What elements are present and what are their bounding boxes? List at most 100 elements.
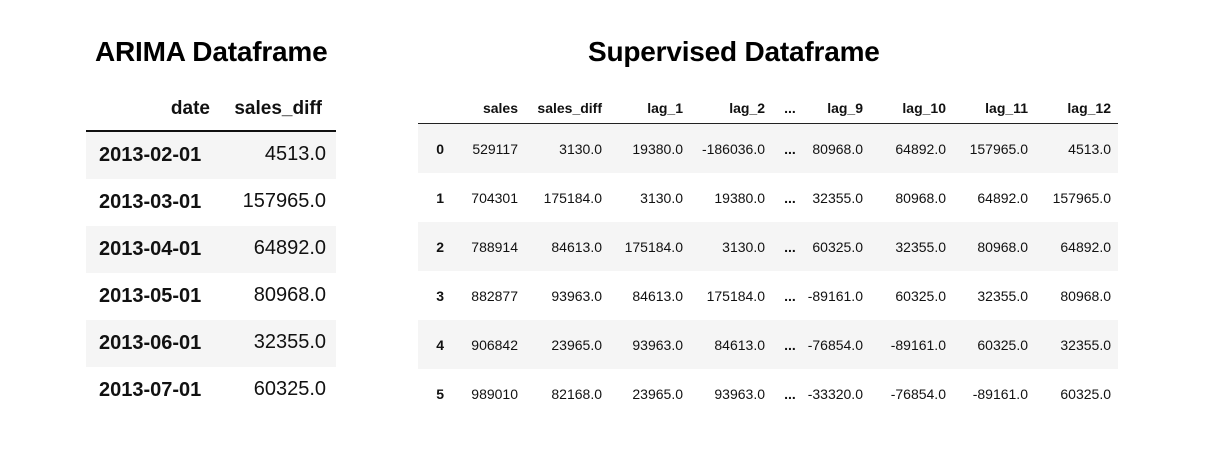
- ellipsis-cell: ...: [784, 336, 796, 353]
- lag-1-cell: 19380.0: [632, 140, 683, 157]
- column-header-sales-diff: sales_diff: [537, 99, 602, 116]
- lag-10-cell: -76854.0: [890, 385, 946, 402]
- row-index: 2: [436, 238, 444, 255]
- table-row: 2013-05-01 80968.0: [86, 273, 336, 320]
- table-row: 1 704301 175184.0 3130.0 19380.0... 32355.0 80…: [418, 173, 1118, 222]
- lag-2-cell: 19380.0: [714, 189, 765, 206]
- sales-diff-cell: 4513.0: [264, 143, 326, 165]
- supervised-table: sales sales_diff lag_1 lag_2... lag_9 lag_10 l…: [418, 88, 1118, 418]
- table-row: 3 882877 93963.0 84613.0 175184.0... -89161.0…: [418, 271, 1118, 320]
- sales-diff-cell: 80968.0: [253, 284, 326, 306]
- column-header-lag-2: lag_2: [729, 99, 765, 116]
- lag-1-cell: 175184.0: [624, 238, 683, 255]
- arima-dataframe-title: ARIMA Dataframe: [95, 36, 328, 67]
- supervised-table-body: 0 529117 3130.0 19380.0 -186036.0... 80968.0 6…: [418, 124, 1118, 418]
- column-header-sales: sales: [482, 99, 518, 116]
- lag-12-cell: 64892.0: [1060, 238, 1111, 255]
- lag-1-cell: 3130.0: [640, 189, 683, 206]
- sales-cell: 529117: [472, 140, 518, 157]
- ellipsis-cell: ...: [784, 140, 796, 157]
- table-row: 0 529117 3130.0 19380.0 -186036.0... 80968.0 6…: [418, 124, 1118, 173]
- column-header-sales-diff: sales_diff: [234, 98, 322, 119]
- lag-11-cell: -89161.0: [972, 385, 1028, 402]
- lag-10-cell: 60325.0: [895, 287, 946, 304]
- lag-12-cell: 157965.0: [1052, 189, 1111, 206]
- table-row: 5 989010 82168.0 23965.0 93963.0... -33320.0 -…: [418, 369, 1118, 418]
- sales-diff-cell: 64892.0: [253, 237, 326, 259]
- table-row: 2013-06-01 32355.0: [86, 320, 336, 367]
- sales-diff-cell: 175184.0: [543, 189, 602, 206]
- date-cell: 2013-02-01: [99, 144, 202, 166]
- lag-12-cell: 4513.0: [1068, 140, 1111, 157]
- lag-9-cell: 32355.0: [812, 189, 863, 206]
- sales-diff-cell: 93963.0: [551, 287, 602, 304]
- sales-cell: 788914: [471, 238, 518, 255]
- lag-10-cell: 64892.0: [895, 140, 946, 157]
- row-index: 5: [436, 385, 444, 402]
- row-index: 0: [436, 140, 444, 157]
- date-cell: 2013-06-01: [99, 332, 202, 354]
- ellipsis-cell: ...: [784, 238, 796, 255]
- row-index: 4: [436, 336, 444, 353]
- sales-diff-cell: 23965.0: [551, 336, 602, 353]
- lag-11-cell: 64892.0: [977, 189, 1028, 206]
- sales-diff-cell: 82168.0: [551, 385, 602, 402]
- lag-11-cell: 80968.0: [977, 238, 1028, 255]
- lag-9-cell: -76854.0: [807, 336, 863, 353]
- lag-9-cell: -89161.0: [807, 287, 863, 304]
- table-row: 2013-02-01 4513.0: [86, 132, 336, 179]
- lag-11-cell: 157965.0: [969, 140, 1028, 157]
- column-header-ellipsis: ...: [784, 99, 796, 116]
- arima-table-body: 2013-02-01 4513.0 2013-03-01 157965.0 2013-0…: [86, 132, 336, 414]
- row-index: 1: [436, 189, 444, 206]
- lag-12-cell: 80968.0: [1060, 287, 1111, 304]
- lag-12-cell: 32355.0: [1060, 336, 1111, 353]
- sales-diff-cell: 32355.0: [253, 331, 326, 353]
- lag-10-cell: 32355.0: [895, 238, 946, 255]
- date-cell: 2013-04-01: [99, 238, 202, 260]
- lag-9-cell: 80968.0: [812, 140, 863, 157]
- sales-cell: 882877: [471, 287, 518, 304]
- sales-cell: 704301: [471, 189, 518, 206]
- lag-2-cell: 3130.0: [722, 238, 765, 255]
- arima-table: date sales_diff 2013-02-01 4513.0 2013-03-…: [86, 88, 336, 414]
- lag-2-cell: 175184.0: [706, 287, 765, 304]
- lag-1-cell: 23965.0: [632, 385, 683, 402]
- column-header-lag-9: lag_9: [827, 99, 863, 116]
- lag-10-cell: 80968.0: [895, 189, 946, 206]
- sales-diff-cell: 84613.0: [551, 238, 602, 255]
- lag-9-cell: -33320.0: [807, 385, 863, 402]
- table-row: 2013-03-01 157965.0: [86, 179, 336, 226]
- sales-diff-cell: 157965.0: [242, 190, 326, 212]
- supervised-table-header: sales sales_diff lag_1 lag_2... lag_9 lag_10 l…: [418, 88, 1118, 124]
- sales-cell: 906842: [471, 336, 518, 353]
- row-index: 3: [436, 287, 444, 304]
- table-row: 2 788914 84613.0 175184.0 3130.0... 60325.0 32…: [418, 222, 1118, 271]
- sales-diff-cell: 60325.0: [253, 378, 326, 400]
- lag-1-cell: 93963.0: [632, 336, 683, 353]
- lag-9-cell: 60325.0: [812, 238, 863, 255]
- lag-2-cell: 84613.0: [714, 336, 765, 353]
- lag-2-cell: -186036.0: [701, 140, 765, 157]
- date-cell: 2013-03-01: [99, 191, 202, 213]
- lag-2-cell: 93963.0: [714, 385, 765, 402]
- ellipsis-cell: ...: [784, 385, 796, 402]
- lag-10-cell: -89161.0: [890, 336, 946, 353]
- column-header-lag-10: lag_10: [902, 99, 946, 116]
- sales-diff-cell: 3130.0: [559, 140, 602, 157]
- supervised-dataframe-title: Supervised Dataframe: [588, 36, 880, 67]
- sales-cell: 989010: [471, 385, 518, 402]
- arima-table-header: date sales_diff: [86, 88, 336, 132]
- lag-12-cell: 60325.0: [1060, 385, 1111, 402]
- column-header-lag-12: lag_12: [1067, 99, 1111, 116]
- lag-11-cell: 60325.0: [977, 336, 1028, 353]
- ellipsis-cell: ...: [784, 287, 796, 304]
- ellipsis-cell: ...: [784, 189, 796, 206]
- column-header-lag-11: lag_11: [985, 99, 1028, 116]
- table-row: 2013-07-01 60325.0: [86, 367, 336, 414]
- column-header-lag-1: lag_1: [647, 99, 683, 116]
- table-row: 2013-04-01 64892.0: [86, 226, 336, 273]
- date-cell: 2013-05-01: [99, 285, 202, 307]
- table-row: 4 906842 23965.0 93963.0 84613.0... -76854.0 -…: [418, 320, 1118, 369]
- lag-11-cell: 32355.0: [977, 287, 1028, 304]
